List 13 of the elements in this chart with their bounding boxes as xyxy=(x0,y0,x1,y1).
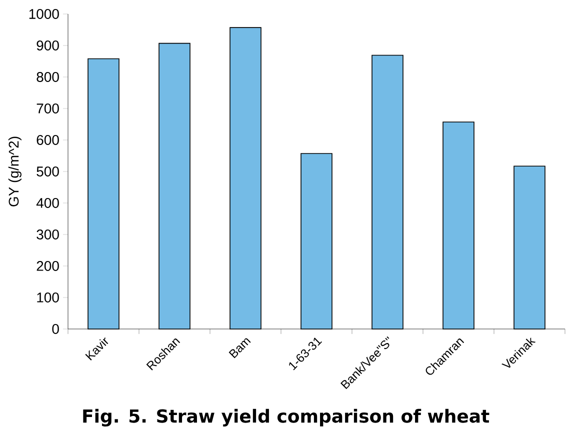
y-tick-label: 300 xyxy=(36,230,59,240)
text: Fig. 5. Straw yield comparison of wheat xyxy=(83,408,490,426)
y-tick-label: 800 xyxy=(36,72,59,82)
y-tick-label: 900 xyxy=(36,40,59,50)
y-tick-label: 0 xyxy=(52,324,59,334)
y-axis-title: GY (g/m^2) xyxy=(8,136,22,206)
y-tick-label: 1000 xyxy=(29,9,59,19)
y-tick-label: 400 xyxy=(36,198,59,208)
y-tick-label: 100 xyxy=(37,292,59,302)
y-tick-label: 600 xyxy=(36,135,59,145)
y-tick-label: 500 xyxy=(36,166,59,176)
y-tick-label: 200 xyxy=(36,261,59,271)
y-tick-label: 700 xyxy=(36,104,59,114)
